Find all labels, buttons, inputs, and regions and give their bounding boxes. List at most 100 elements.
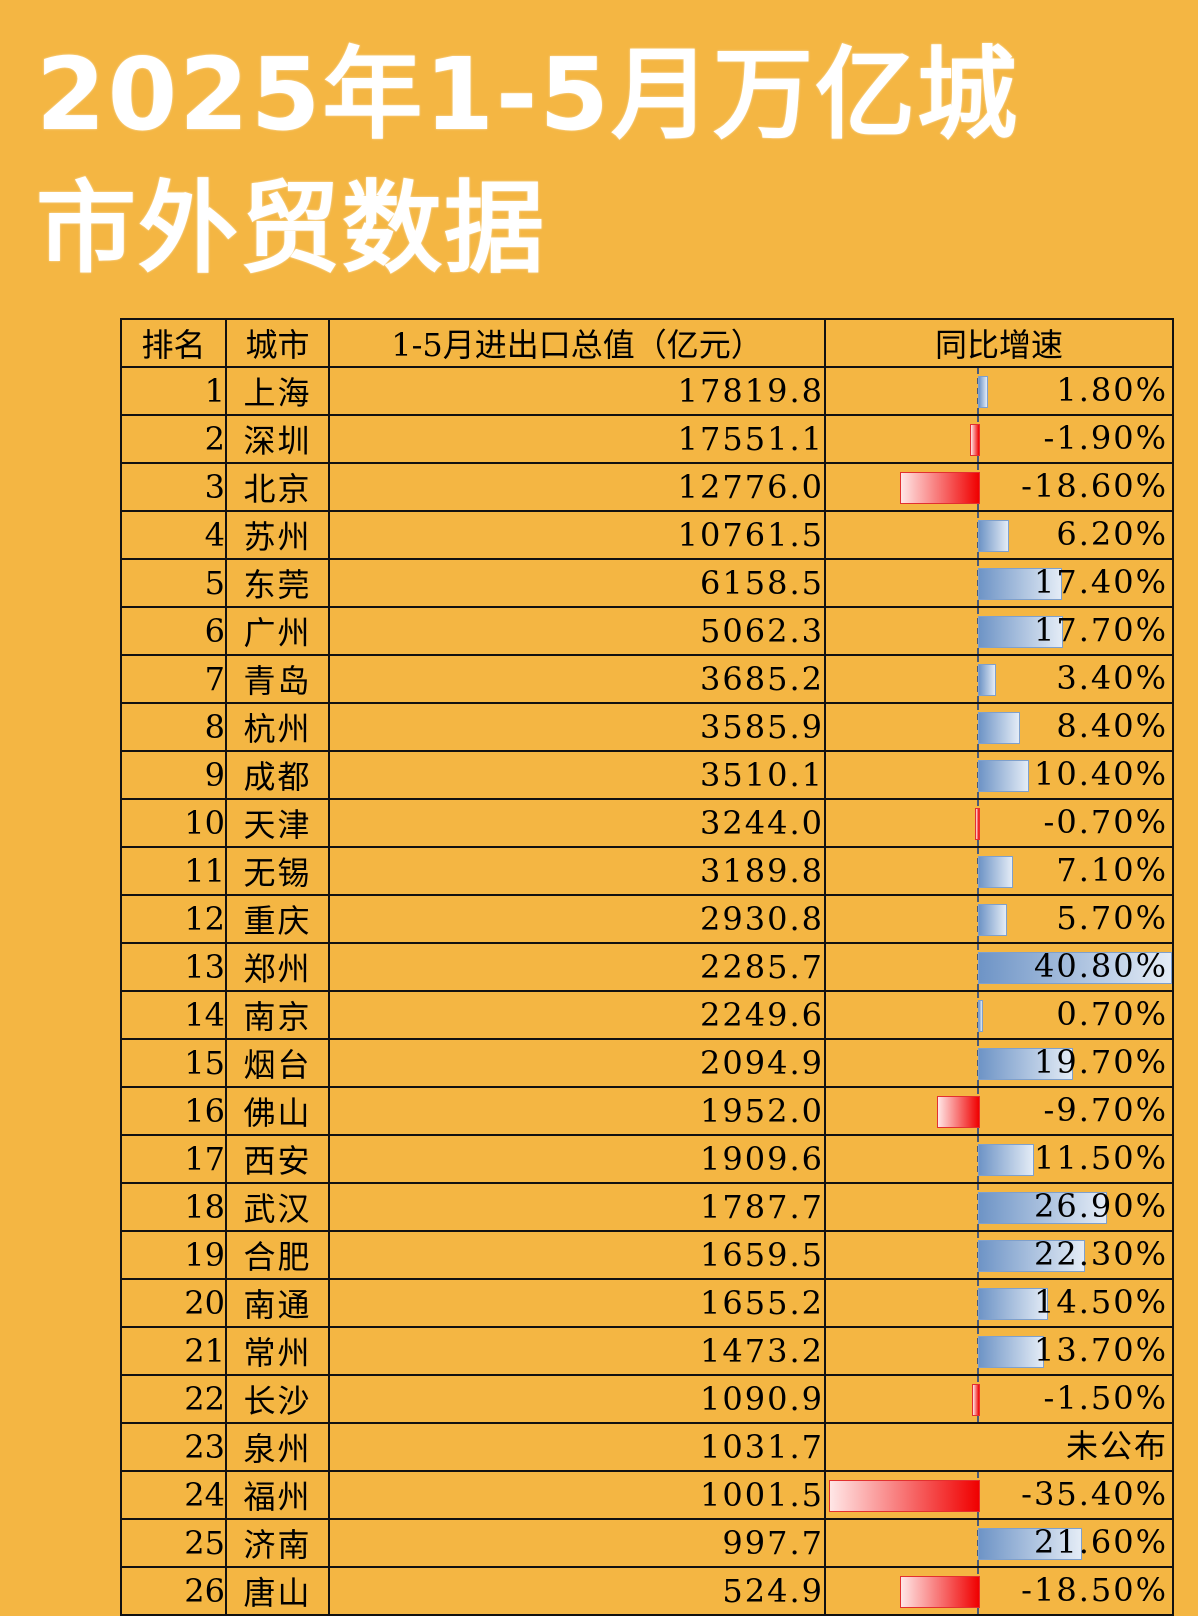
cell-city: 上海 (225, 366, 330, 416)
cell-trade-value: 1659.5 (328, 1230, 826, 1280)
cell-rank: 19 (120, 1230, 227, 1280)
growth-label: 17.40% (1033, 563, 1168, 601)
growth-label: -35.40% (1021, 1475, 1168, 1513)
cell-trade-value: 3189.8 (328, 846, 826, 896)
growth-label: -1.50% (1043, 1379, 1168, 1417)
cell-city: 常州 (225, 1326, 330, 1376)
cell-trade-value: 3510.1 (328, 750, 826, 800)
cell-rank: 9 (120, 750, 227, 800)
cell-city: 深圳 (225, 414, 330, 464)
cell-city: 唐山 (225, 1566, 330, 1616)
cell-rank: 10 (120, 798, 227, 848)
table-row: 9 成都 3510.1 10.40% (120, 750, 1174, 800)
cell-rank: 14 (120, 990, 227, 1040)
cell-rank: 2 (120, 414, 227, 464)
cell-trade-value: 1787.7 (328, 1182, 826, 1232)
growth-bar-positive (978, 1288, 1049, 1320)
table-row: 12 重庆 2930.8 5.70% (120, 894, 1174, 944)
cell-city: 长沙 (225, 1374, 330, 1424)
growth-bar-positive (978, 664, 996, 696)
cell-city: 成都 (225, 750, 330, 800)
cell-city: 天津 (225, 798, 330, 848)
table-row: 3 北京 12776.0 -18.60% (120, 462, 1174, 512)
cell-trade-value: 2930.8 (328, 894, 826, 944)
table-row: 10 天津 3244.0 -0.70% (120, 798, 1174, 848)
cell-rank: 25 (120, 1518, 227, 1568)
header-city: 城市 (225, 318, 330, 368)
table-row: 7 青岛 3685.2 3.40% (120, 654, 1174, 704)
table-body: 1 上海 17819.8 1.80% 2 深圳 17551.1 -1.90% 3 北京 12776.… (120, 366, 1174, 1616)
growth-label: 40.80% (1033, 947, 1168, 985)
cell-growth: 17.40% (824, 558, 1174, 608)
cell-trade-value: 3585.9 (328, 702, 826, 752)
table-row: 18 武汉 1787.7 26.90% (120, 1182, 1174, 1232)
cell-trade-value: 1952.0 (328, 1086, 826, 1136)
table-row: 11 无锡 3189.8 7.10% (120, 846, 1174, 896)
cell-rank: 6 (120, 606, 227, 656)
cell-growth: 13.70% (824, 1326, 1174, 1376)
cell-city: 泉州 (225, 1422, 330, 1472)
growth-label: -0.70% (1043, 803, 1168, 841)
growth-bar-positive (978, 520, 1010, 552)
cell-rank: 13 (120, 942, 227, 992)
cell-rank: 17 (120, 1134, 227, 1184)
cell-city: 济南 (225, 1518, 330, 1568)
growth-bar-negative (971, 1384, 980, 1416)
cell-trade-value: 2285.7 (328, 942, 826, 992)
cell-city: 南京 (225, 990, 330, 1040)
cell-trade-value: 12776.0 (328, 462, 826, 512)
cell-rank: 23 (120, 1422, 227, 1472)
cell-city: 南通 (225, 1278, 330, 1328)
header-row: 排名 城市 1-5月进出口总值（亿元） 同比增速 (120, 318, 1174, 368)
cell-growth: 17.70% (824, 606, 1174, 656)
cell-growth: 10.40% (824, 750, 1174, 800)
cell-trade-value: 1031.7 (328, 1422, 826, 1472)
cell-growth: 0.70% (824, 990, 1174, 1040)
growth-label: 6.20% (1056, 515, 1168, 553)
cell-growth: 21.60% (824, 1518, 1174, 1568)
cell-growth: 40.80% (824, 942, 1174, 992)
cell-trade-value: 2094.9 (328, 1038, 826, 1088)
growth-bar-positive (978, 760, 1029, 792)
cell-city: 苏州 (225, 510, 330, 560)
growth-bar-positive (978, 1528, 1082, 1560)
page-title: 2025年1-5月万亿城 市外贸数据 (36, 28, 1176, 296)
growth-label: 7.10% (1056, 851, 1168, 889)
cell-city: 杭州 (225, 702, 330, 752)
cell-rank: 12 (120, 894, 227, 944)
cell-city: 东莞 (225, 558, 330, 608)
cell-rank: 22 (120, 1374, 227, 1424)
cell-city: 烟台 (225, 1038, 330, 1088)
table-row: 23 泉州 1031.7 未公布 (120, 1422, 1174, 1472)
cell-growth: 6.20% (824, 510, 1174, 560)
cell-trade-value: 17551.1 (328, 414, 826, 464)
growth-label: 未公布 (1065, 1427, 1168, 1465)
cell-city: 无锡 (225, 846, 330, 896)
growth-bar-positive (978, 904, 1007, 936)
cell-city: 北京 (225, 462, 330, 512)
cell-city: 佛山 (225, 1086, 330, 1136)
cell-trade-value: 1655.2 (328, 1278, 826, 1328)
cell-rank: 4 (120, 510, 227, 560)
table-row: 24 福州 1001.5 -35.40% (120, 1470, 1174, 1520)
growth-label: -1.90% (1043, 419, 1168, 457)
table-row: 19 合肥 1659.5 22.30% (120, 1230, 1174, 1280)
growth-bar-positive (978, 1240, 1085, 1272)
growth-bar-positive (978, 376, 989, 408)
cell-growth: 未公布 (824, 1422, 1174, 1472)
cell-rank: 7 (120, 654, 227, 704)
title-line-1: 2025年1-5月万亿城 (36, 36, 1019, 153)
table-row: 17 西安 1909.6 11.50% (120, 1134, 1174, 1184)
growth-bar-negative (899, 472, 980, 504)
growth-label: 13.70% (1033, 1331, 1168, 1369)
cell-city: 合肥 (225, 1230, 330, 1280)
cell-growth: 5.70% (824, 894, 1174, 944)
table-row: 13 郑州 2285.7 40.80% (120, 942, 1174, 992)
header-growth: 同比增速 (824, 318, 1174, 368)
table-row: 1 上海 17819.8 1.80% (120, 366, 1174, 416)
growth-bar-negative (900, 1576, 980, 1608)
cell-trade-value: 6158.5 (328, 558, 826, 608)
growth-bar-positive (978, 1336, 1045, 1368)
cell-rank: 20 (120, 1278, 227, 1328)
growth-label: 14.50% (1033, 1283, 1168, 1321)
